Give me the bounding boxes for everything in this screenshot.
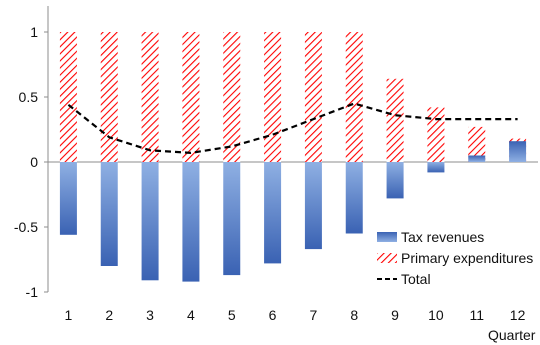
x-tick-labels: 1 2 3 4 5 6 7 8 9 10 11 12 — [65, 307, 526, 323]
tax-revenue-bar — [304, 162, 322, 250]
y-tick-label: 0.5 — [19, 89, 39, 105]
expenditure-bar — [223, 32, 241, 162]
y-tick-label: -1 — [26, 284, 39, 300]
tax-revenue-bar — [468, 155, 486, 162]
tax-revenue-bar — [100, 162, 118, 266]
tax-revenues-bars — [59, 141, 527, 282]
expenditure-bar — [468, 126, 486, 162]
tax-revenue-bar — [182, 162, 200, 282]
expenditure-bar — [304, 32, 322, 162]
tax-revenue-bar — [345, 162, 363, 234]
y-tick-label: 0 — [30, 154, 38, 170]
legend-label-primary-expenditures: Primary expenditures — [401, 250, 533, 266]
tax-revenue-bar — [386, 162, 404, 199]
x-tick-label: 12 — [510, 307, 526, 323]
x-tick-label: 4 — [187, 307, 195, 323]
tax-revenue-bar — [264, 162, 282, 264]
expenditure-bar — [264, 32, 282, 162]
y-tick-label: -0.5 — [14, 219, 38, 235]
y-tick-labels: 1 0.5 0 -0.5 -1 — [14, 24, 38, 300]
total-line-group — [67, 102, 518, 155]
legend-background — [372, 228, 540, 292]
x-tick-label: 5 — [228, 307, 236, 323]
x-tick-label: 6 — [269, 307, 277, 323]
x-tick-label: 7 — [310, 307, 318, 323]
total-line — [67, 102, 518, 155]
expenditure-bar — [345, 32, 363, 162]
primary-expenditures-bars — [59, 32, 527, 162]
legend-label-total: Total — [401, 271, 431, 287]
x-tick-label: 11 — [469, 307, 484, 323]
legend-label-tax-revenues: Tax revenues — [401, 229, 484, 245]
tax-revenue-bar — [141, 162, 159, 281]
x-tick-label: 8 — [350, 307, 358, 323]
x-tick-label: 2 — [105, 307, 113, 323]
expenditure-bar — [386, 78, 404, 162]
x-axis-label: Quarter — [488, 327, 536, 343]
tax-revenue-bar — [427, 162, 445, 173]
legend-swatch-primary-expenditures — [377, 253, 397, 263]
x-tick-label: 9 — [391, 307, 399, 323]
expenditure-bar — [141, 32, 159, 162]
tax-revenue-bar — [223, 162, 241, 276]
tax-revenue-bar — [59, 162, 77, 235]
expenditure-bar — [182, 32, 200, 162]
x-tick-label: 3 — [146, 307, 154, 323]
expenditure-bar — [100, 32, 118, 162]
legend-swatch-tax-revenues — [377, 232, 397, 242]
x-tick-label: 10 — [428, 307, 444, 323]
expenditure-bar — [427, 107, 445, 162]
legend: Tax revenues Primary expenditures Total — [372, 228, 540, 292]
axes — [44, 6, 538, 293]
expenditure-bar — [59, 32, 77, 162]
tax-revenue-bar — [509, 141, 527, 162]
x-tick-label: 1 — [65, 307, 73, 323]
y-tick-label: 1 — [30, 24, 38, 40]
